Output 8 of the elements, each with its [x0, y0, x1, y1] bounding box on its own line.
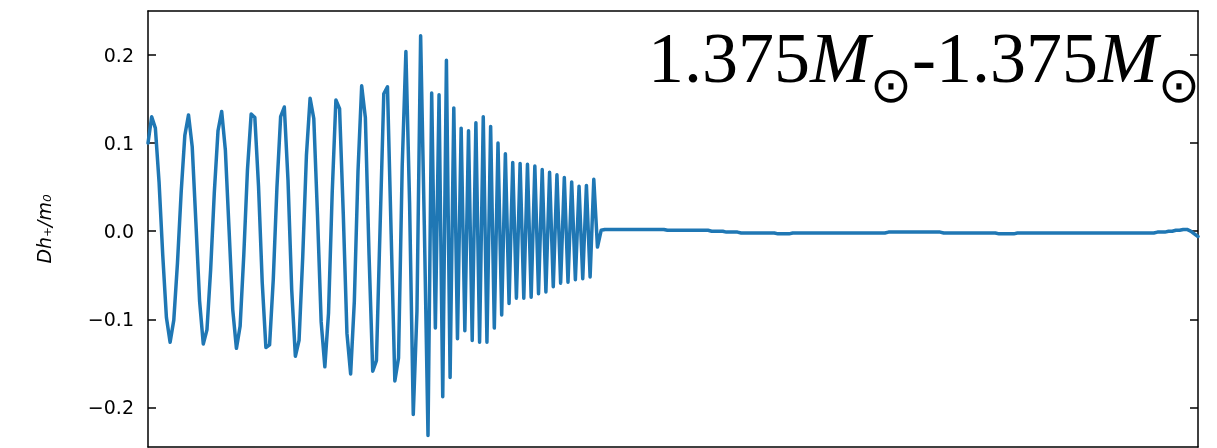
y-tick-label: −0.2 — [87, 396, 134, 419]
annotation: 1.375M⊙-1.375M⊙ — [648, 18, 1200, 113]
y-axis-title: Dh₊/m₀ — [32, 194, 55, 264]
y-tick-label: 0.1 — [103, 132, 134, 155]
y-tick-label: −0.1 — [87, 308, 134, 331]
line-series — [146, 33, 1200, 438]
y-tick-label: 0.2 — [103, 44, 134, 67]
y-tick-label: 0.0 — [103, 220, 134, 243]
